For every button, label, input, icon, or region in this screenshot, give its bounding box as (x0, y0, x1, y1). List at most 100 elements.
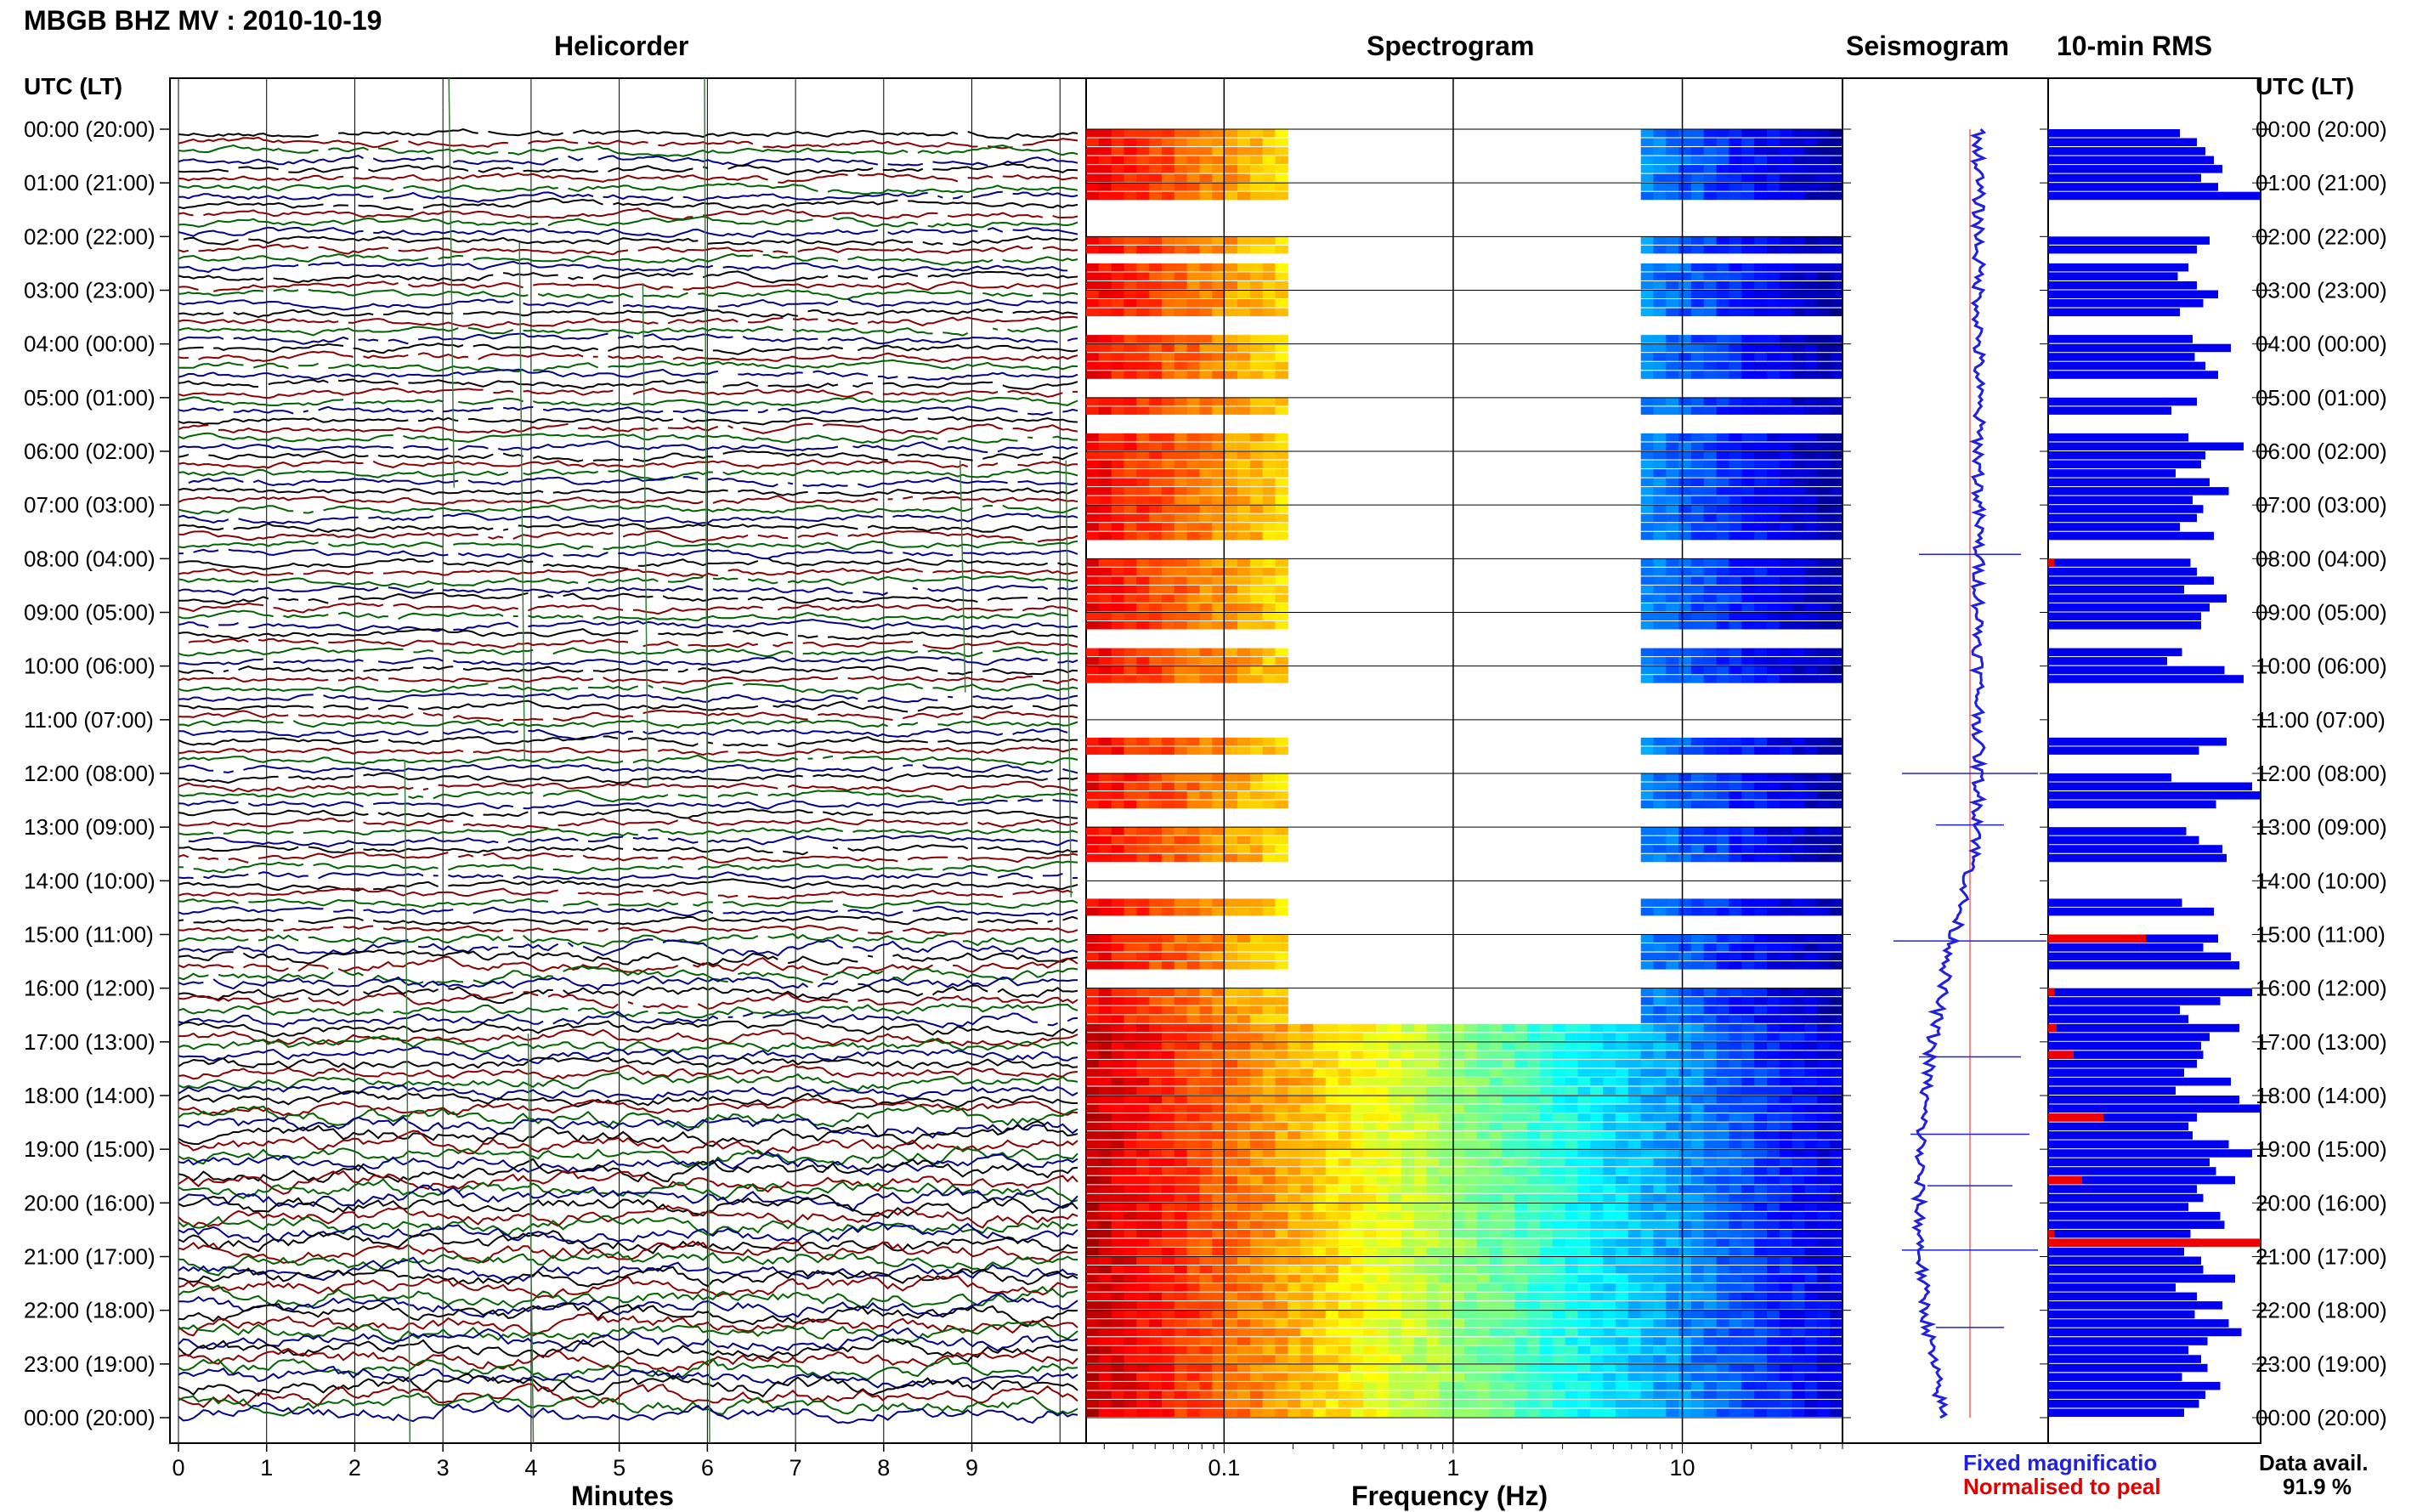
spectrogram-cell (1187, 263, 1200, 272)
spectrogram-cell (1578, 1113, 1591, 1122)
spectrogram-cell (1149, 1283, 1162, 1292)
spectrogram-cell (1250, 594, 1263, 603)
spectrogram-cell (1830, 1346, 1842, 1355)
spectrogram-cell (1628, 1078, 1641, 1086)
spectrogram-cell (1805, 353, 1818, 361)
spectrogram-cell (1136, 1060, 1149, 1068)
spectrogram-cell (1527, 1319, 1540, 1328)
spectrogram-cell (1326, 1301, 1339, 1310)
spectrogram-cell (1276, 1194, 1288, 1203)
spectrogram-cell (1200, 362, 1213, 371)
spectrogram-cell (1401, 1042, 1414, 1050)
spectrogram-cell (1187, 1176, 1200, 1185)
spectrogram-cell (1691, 335, 1704, 343)
spectrogram-cell (1754, 1176, 1767, 1185)
spectrogram-cell (1086, 845, 1099, 853)
spectrogram-cell (1225, 344, 1237, 353)
spectrogram-cell (1288, 1123, 1300, 1131)
spectrogram-cell (1565, 1096, 1578, 1104)
spectrogram-cell (1086, 675, 1099, 683)
spectrogram-cell (1136, 558, 1149, 567)
spectrogram-cell (1162, 1293, 1175, 1301)
spectrogram-cell (1741, 1078, 1754, 1086)
spectrogram-cell (1830, 183, 1842, 191)
spectrogram-cell (1792, 558, 1805, 567)
spectrogram-cell (1553, 1328, 1565, 1337)
spectrogram-cell (1288, 1203, 1300, 1211)
spectrogram-cell (1590, 1400, 1603, 1408)
spectrogram-cell (1099, 586, 1112, 594)
spectrogram-cell (1792, 487, 1805, 496)
spectrogram-cell (1187, 1113, 1200, 1122)
spectrogram-cell (1099, 1355, 1112, 1363)
spectrogram-cell (1553, 1311, 1565, 1319)
spectrogram-cell (1741, 272, 1754, 280)
spectrogram-cell (1225, 1123, 1237, 1131)
spectrogram-cell (1225, 988, 1237, 997)
spectrogram-cell (1717, 139, 1729, 147)
spectrogram-cell (1464, 1050, 1477, 1059)
spectrogram-cell (1641, 854, 1654, 863)
spectrogram-cell (1175, 469, 1187, 478)
spectrogram-cell (1439, 1060, 1452, 1068)
spectrogram-cell (1099, 1212, 1112, 1220)
spectrogram-cell (1136, 371, 1149, 379)
spectrogram-cell (1237, 461, 1250, 469)
spectrogram-cell (1439, 1167, 1452, 1175)
spectrogram-cell (1276, 1311, 1288, 1319)
spectrogram-cell (1830, 943, 1842, 952)
spectrogram-cell (1792, 898, 1805, 907)
spectrogram-cell (1817, 461, 1830, 469)
spectrogram-cell (1351, 1087, 1364, 1096)
spectrogram-cell (1086, 961, 1099, 970)
spectrogram-cell (1641, 183, 1654, 191)
spectrogram-cell (1767, 1050, 1780, 1059)
spectrogram-cell (1628, 1203, 1641, 1211)
spectrogram-cell (1754, 165, 1767, 173)
spectrogram-cell (1112, 487, 1124, 496)
spectrogram-cell (1729, 263, 1742, 272)
spectrogram-cell (1276, 1355, 1288, 1363)
spectrogram-cell (1175, 1123, 1187, 1131)
spectrogram-cell (1363, 1024, 1376, 1033)
spectrogram-cell (1401, 1105, 1414, 1113)
spectrogram-cell (1805, 1176, 1818, 1185)
spectrogram-cell (1830, 1033, 1842, 1041)
spectrogram-cell (1805, 1185, 1818, 1193)
spectrogram-cell (1717, 558, 1729, 567)
spectrogram-cell (1162, 129, 1175, 138)
spectrogram-cell (1351, 1266, 1364, 1274)
spectrogram-cell (1112, 594, 1124, 603)
spectrogram-cell (1099, 854, 1112, 863)
spectrogram-cell (1162, 1266, 1175, 1274)
spectrogram-cell (1578, 1149, 1591, 1158)
spectrogram-cell (1553, 1248, 1565, 1256)
spectrogram-cell (1200, 1167, 1213, 1175)
spectrogram-cell (1691, 371, 1704, 379)
spectrogram-cell (1654, 1311, 1667, 1319)
spectrogram-cell (1691, 586, 1704, 594)
spectrogram-cell (1086, 433, 1099, 442)
spectrogram-cell (1086, 174, 1099, 183)
spectrogram-cell (1124, 147, 1137, 156)
spectrogram-cell (1326, 1050, 1339, 1059)
spectrogram-cell (1250, 1275, 1263, 1283)
spectrogram-cell (1086, 344, 1099, 353)
spectrogram-cell (1427, 1087, 1440, 1096)
spectrogram-cell (1276, 1185, 1288, 1193)
spectrogram-cell (1136, 532, 1149, 541)
spectrogram-cell (1628, 1266, 1641, 1274)
spectrogram-cell (1678, 586, 1691, 594)
spectrogram-cell (1212, 657, 1225, 665)
spectrogram-cell (1149, 594, 1162, 603)
spectrogram-cell (1514, 1042, 1527, 1050)
spectrogram-cell (1200, 657, 1213, 665)
spectrogram-cell (1792, 657, 1805, 665)
spectrogram-cell (1427, 1185, 1440, 1193)
spectrogram-cell (1389, 1060, 1401, 1068)
spectrogram-cell (1149, 1337, 1162, 1345)
spectrogram-cell (1124, 1373, 1137, 1381)
spectrogram-cell (1691, 1158, 1704, 1167)
spectrogram-cell (1691, 344, 1704, 353)
spectrogram-cell (1401, 1275, 1414, 1283)
